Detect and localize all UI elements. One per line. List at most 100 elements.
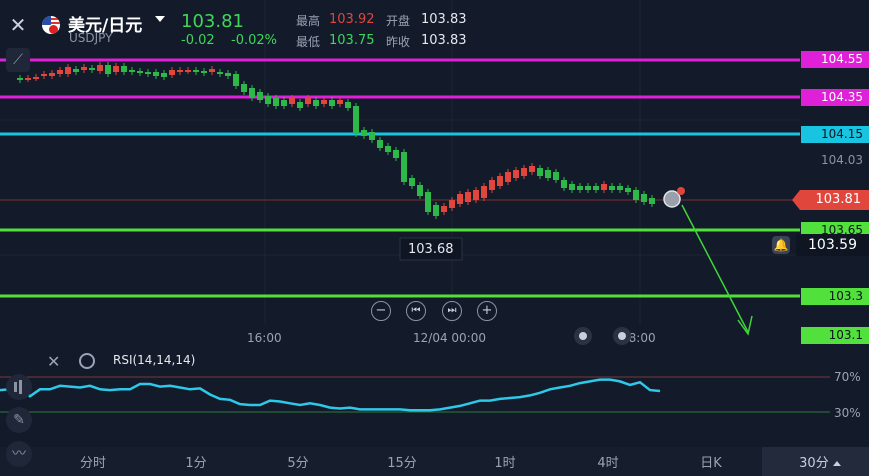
period-tab-fenshi[interactable]: 分时	[79, 456, 106, 471]
period-tab-15min[interactable]: 15分	[387, 456, 417, 471]
period-selected-bg	[762, 447, 869, 476]
candle	[537, 165, 543, 179]
close-button[interactable]: ✕	[9, 13, 27, 37]
alert-price: 103.59	[808, 237, 857, 253]
candle	[97, 62, 103, 74]
low-label: 最低	[296, 35, 321, 49]
trend-icon[interactable]: 〰	[6, 441, 32, 467]
grid	[0, 0, 800, 325]
alert-bell-icon[interactable]: 🔔	[772, 236, 790, 254]
caret-up-icon	[832, 461, 841, 466]
candle	[169, 67, 175, 78]
candle	[113, 63, 119, 75]
indicator-close-icon[interactable]: ✕	[47, 352, 61, 371]
candle	[297, 99, 303, 111]
alert-price-box[interactable]	[796, 234, 869, 256]
candle	[625, 185, 631, 195]
level-label-103-1[interactable]: 103.1	[801, 327, 869, 344]
candle	[57, 67, 63, 77]
time-tick-2: 12/04 00:00	[413, 331, 486, 345]
price-change-pct: -0.02%	[231, 33, 277, 48]
candle	[585, 183, 591, 193]
record-dot-icon-2[interactable]	[613, 327, 631, 345]
price-cursor-dot	[677, 187, 685, 195]
indicator-settings-icon[interactable]	[79, 353, 95, 369]
candle	[401, 149, 407, 185]
candle	[361, 127, 367, 139]
period-tab-1min[interactable]: 1分	[185, 456, 207, 471]
candles	[17, 62, 655, 219]
rsi-level-high-label: 70%	[834, 370, 861, 384]
candle	[153, 69, 159, 79]
level-label-104-15[interactable]: 104.15	[801, 126, 869, 143]
candle	[257, 89, 263, 103]
level-label-104-55[interactable]: 104.55	[801, 51, 869, 68]
candle	[393, 147, 399, 161]
pair-name[interactable]: 美元/日元	[68, 16, 143, 36]
level-lines	[0, 58, 800, 298]
current-price-tag-text: 103.81	[815, 192, 862, 207]
candle	[569, 181, 575, 193]
period-tab-selected-label: 30分	[799, 456, 829, 471]
candle	[633, 187, 639, 203]
candle	[473, 187, 479, 203]
period-tab-selected[interactable]: 30分	[785, 452, 855, 471]
candle	[65, 64, 71, 77]
prev-button[interactable]: ⏮	[406, 301, 426, 321]
projection-arrowhead	[737, 315, 753, 336]
time-tick-1: 16:00	[247, 331, 282, 345]
candle	[289, 95, 295, 107]
drawing-tool-button[interactable]: ⟋	[6, 48, 30, 72]
period-tab-5min[interactable]: 5分	[287, 456, 309, 471]
candle	[369, 129, 375, 143]
pencil-icon[interactable]: ✎	[6, 407, 32, 433]
candle	[33, 74, 39, 81]
period-tab-4hour[interactable]: 4时	[597, 456, 619, 471]
candle	[409, 175, 415, 189]
candle	[553, 169, 559, 183]
indicator-name: RSI(14,14,14)	[113, 353, 196, 367]
low-marker-box	[399, 237, 463, 261]
projection-arrow	[681, 204, 749, 333]
period-tab-1hour[interactable]: 1时	[494, 456, 516, 471]
candle	[617, 183, 623, 193]
candle	[513, 167, 519, 181]
flag-icon	[42, 16, 60, 34]
price-cursor-marker	[663, 190, 681, 208]
pair-dropdown-icon[interactable]	[155, 16, 165, 22]
open-value: 103.83	[421, 12, 467, 27]
candle	[217, 69, 223, 77]
candle	[25, 75, 31, 82]
candle	[441, 203, 447, 215]
candle	[353, 103, 359, 137]
candle	[321, 97, 327, 107]
indicator-chart-icon[interactable]	[6, 374, 32, 400]
candle	[337, 97, 343, 107]
level-label-104-35[interactable]: 104.35	[801, 89, 869, 106]
candle	[249, 85, 255, 101]
candle	[305, 95, 311, 107]
open-label: 开盘	[386, 14, 411, 28]
candle	[489, 177, 495, 193]
candle	[377, 137, 383, 151]
period-tab-daily[interactable]: 日K	[700, 456, 722, 471]
candle	[649, 195, 655, 207]
candle	[137, 68, 143, 76]
candle	[417, 182, 423, 199]
low-value: 103.75	[329, 33, 375, 48]
record-dot-icon[interactable]	[574, 327, 592, 345]
zoom-in-button[interactable]: +	[477, 301, 497, 321]
candle	[497, 173, 503, 189]
candle	[73, 66, 79, 75]
candle	[41, 71, 47, 79]
candle	[561, 177, 567, 191]
candle	[545, 167, 551, 181]
level-label-103-3[interactable]: 103.3	[801, 288, 869, 305]
candle	[81, 64, 87, 73]
candle	[641, 191, 647, 205]
next-button[interactable]: ⏭	[442, 301, 462, 321]
zoom-out-button[interactable]: −	[371, 301, 391, 321]
current-price-tag: 103.81	[792, 190, 869, 210]
candle	[17, 75, 23, 83]
